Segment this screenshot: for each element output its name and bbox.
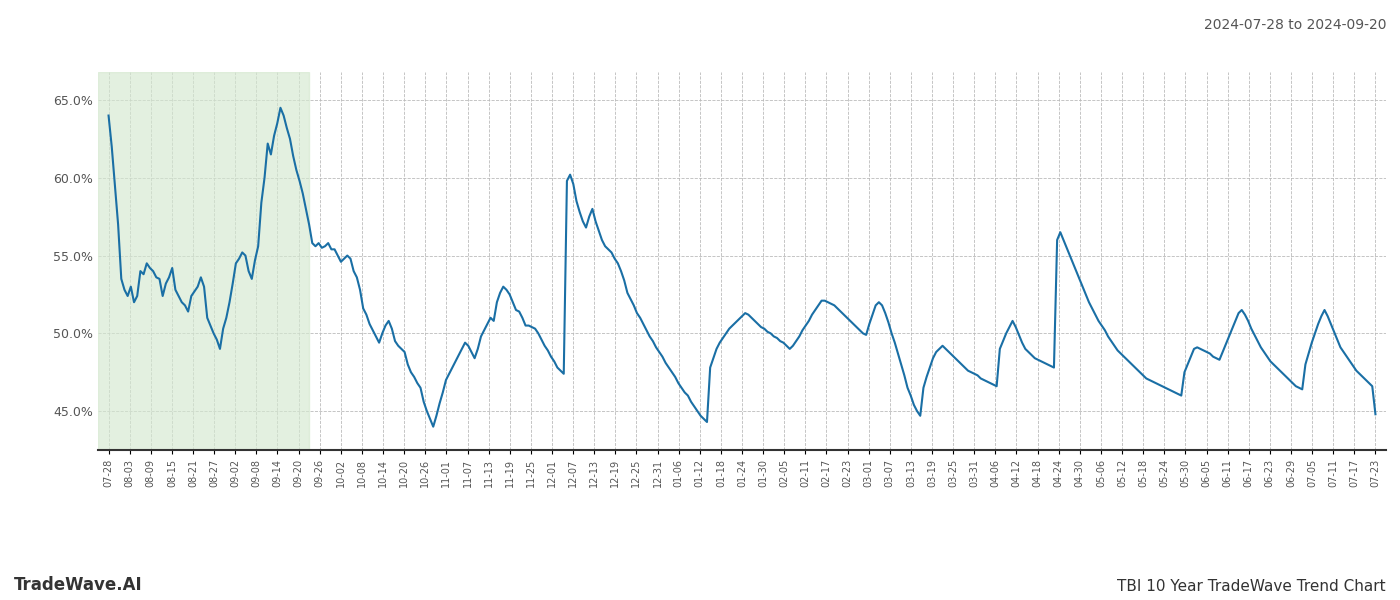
Text: 2024-07-28 to 2024-09-20: 2024-07-28 to 2024-09-20 — [1204, 18, 1386, 32]
Text: TBI 10 Year TradeWave Trend Chart: TBI 10 Year TradeWave Trend Chart — [1117, 579, 1386, 594]
Bar — [98, 72, 309, 450]
Text: TradeWave.AI: TradeWave.AI — [14, 576, 143, 594]
